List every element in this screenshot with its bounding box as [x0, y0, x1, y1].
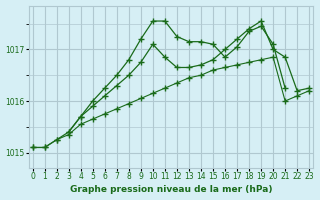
- X-axis label: Graphe pression niveau de la mer (hPa): Graphe pression niveau de la mer (hPa): [70, 185, 272, 194]
